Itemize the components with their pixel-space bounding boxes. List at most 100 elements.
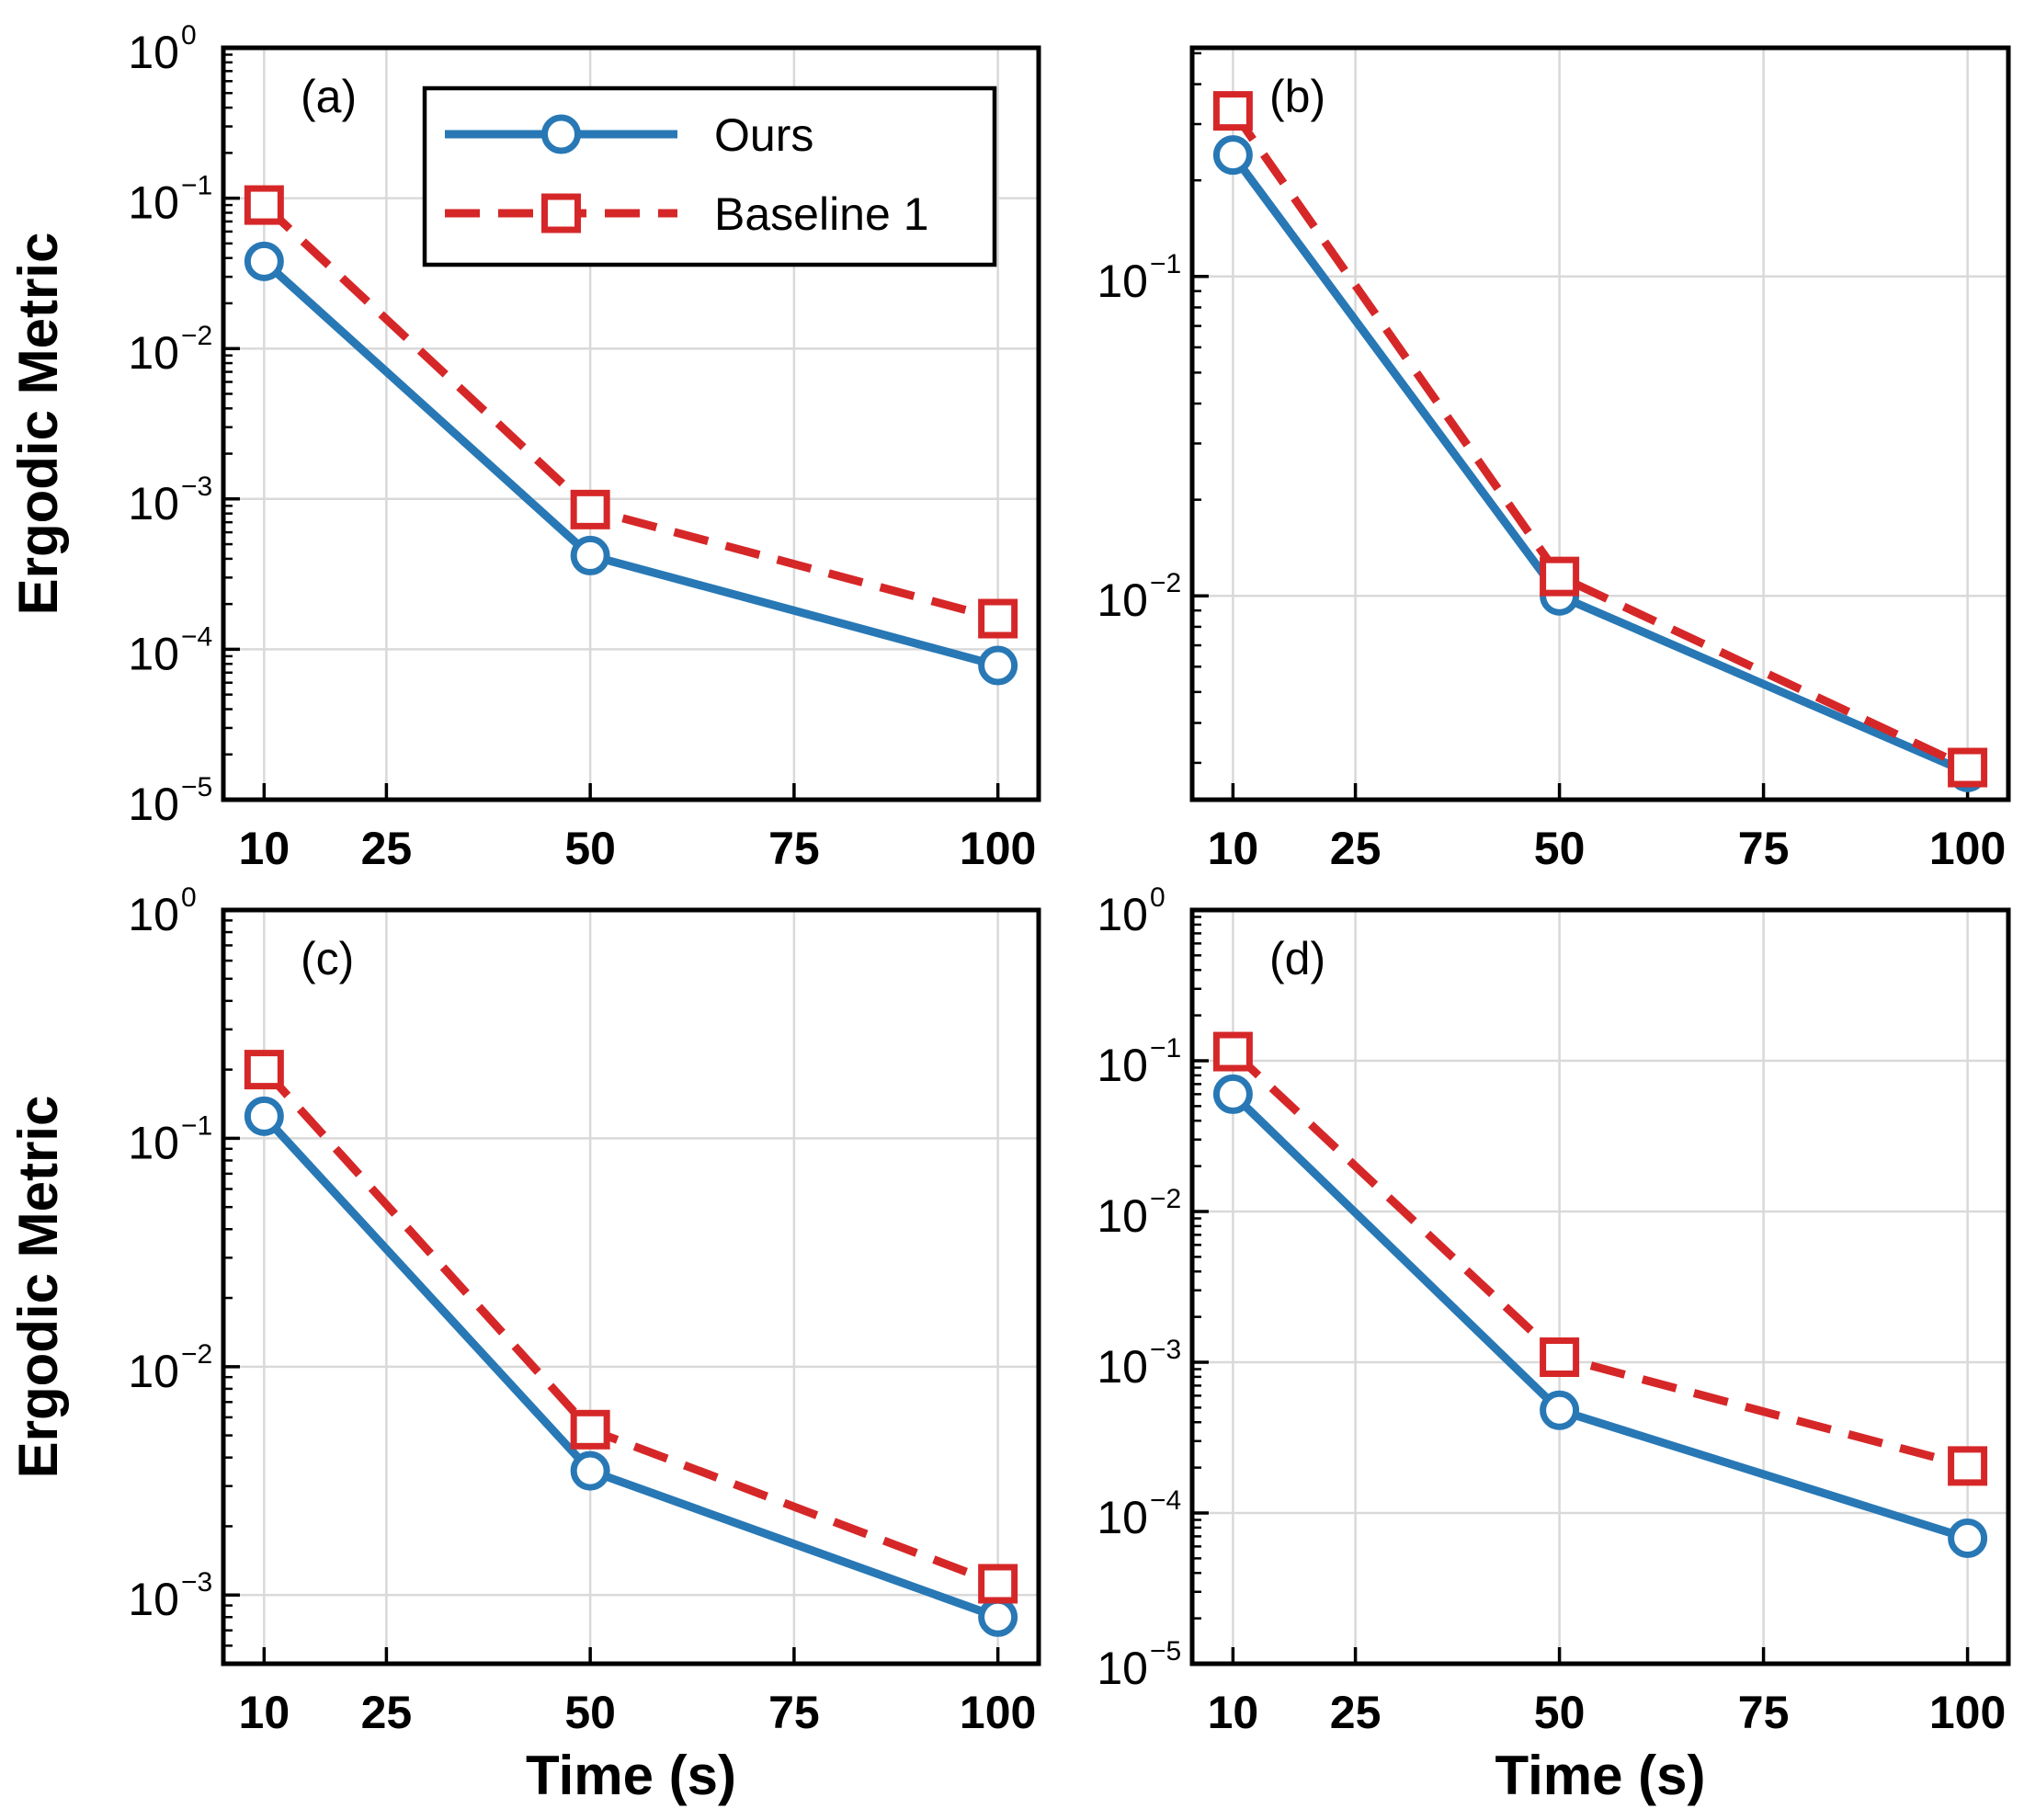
plot-frame [221, 907, 1041, 1666]
panel-label: (b) [1269, 71, 1325, 122]
x-tick-label: 75 [768, 1687, 820, 1738]
y-tick-label: 10 [128, 1117, 179, 1168]
y-axis-label: Ergodic Metric [7, 1096, 69, 1479]
panel-d: 10 010 −110 −210 −310 −410 −510 25 50 75 100(d)Tim… [1097, 882, 2011, 1806]
data-point-baseline [570, 1409, 610, 1450]
data-point-baseline [1212, 91, 1253, 131]
data-point-ours [978, 1597, 1018, 1637]
y-tick-label: 10 [1097, 574, 1148, 626]
legend-marker-circle [541, 114, 581, 154]
y-tick-exponent: −1 [181, 171, 212, 201]
data-point-ours [570, 1450, 610, 1491]
x-tick-label: 50 [564, 1687, 616, 1738]
y-tick-label: 10 [1097, 1492, 1148, 1543]
data-point-ours [244, 1096, 284, 1136]
x-tick-label: 100 [960, 823, 1036, 874]
y-tick-label: 10 [128, 889, 179, 940]
data-point-baseline [978, 1564, 1018, 1604]
panel-label: (a) [301, 71, 357, 122]
y-tick-exponent: −3 [181, 472, 212, 502]
y-tick-label: 10 [128, 177, 179, 229]
data-point-ours [978, 645, 1018, 686]
data-point-baseline [1212, 1031, 1253, 1072]
y-tick-label: 10 [128, 628, 179, 679]
data-point-baseline [1948, 747, 1988, 788]
data-point-baseline [244, 1050, 284, 1090]
y-tick-label: 10 [128, 478, 179, 529]
y-tick-label: 10 [128, 27, 179, 78]
y-tick-label: 10 [128, 779, 179, 830]
y-tick-exponent: −2 [181, 321, 212, 351]
y-axis-label: Ergodic Metric [7, 233, 69, 616]
data-point-baseline [1948, 1446, 1988, 1486]
y-tick-label: 10 [128, 327, 179, 379]
series-line-ours [261, 258, 999, 670]
y-tick-exponent: −1 [181, 1110, 212, 1141]
plot-frame [221, 45, 1041, 802]
y-tick-exponent: −5 [181, 772, 212, 802]
x-tick-label: 50 [1534, 1687, 1586, 1738]
panel-label: (c) [301, 933, 354, 984]
data-point-baseline [244, 185, 284, 225]
legend-label: Baseline 1 [714, 188, 929, 240]
x-tick-label: 25 [1330, 1687, 1382, 1738]
y-tick-label: 10 [1097, 889, 1148, 940]
x-tick-label: 25 [361, 1687, 413, 1738]
data-point-ours [1540, 1390, 1580, 1430]
legend-marker-square [541, 193, 581, 233]
y-tick-label: 10 [128, 1574, 179, 1625]
y-tick-exponent: −1 [1150, 249, 1181, 279]
legend: Ours Baseline 1 [422, 85, 997, 267]
data-point-ours [244, 241, 284, 281]
y-tick-exponent: −4 [1150, 1485, 1181, 1516]
x-tick-label: 25 [361, 823, 413, 874]
y-tick-exponent: 0 [1150, 882, 1166, 913]
data-point-ours [570, 535, 610, 575]
data-point-baseline [1540, 1337, 1580, 1378]
x-tick-label: 75 [768, 823, 820, 874]
series-line-baseline [261, 1066, 1000, 1588]
x-tick-label: 10 [239, 823, 290, 874]
y-tick-label: 10 [1097, 1190, 1148, 1242]
y-tick-exponent: −1 [1150, 1033, 1181, 1064]
series-line-ours [1230, 1091, 1969, 1542]
series-line-baseline [261, 201, 999, 623]
x-tick-label: 50 [1534, 823, 1586, 874]
series-line-baseline [1230, 1048, 1969, 1471]
y-tick-label: 10 [1097, 1040, 1148, 1091]
y-tick-label: 10 [128, 1346, 179, 1397]
panel-a: 10 010 −110 −210 −310 −410 −510 25 50 75 100(a)Erg… [7, 20, 1041, 874]
x-tick-label: 10 [1208, 1687, 1259, 1738]
x-tick-label: 100 [960, 1687, 1036, 1738]
data-point-ours [1212, 1074, 1253, 1114]
y-tick-exponent: −2 [1150, 568, 1181, 598]
series-line-ours [1229, 152, 1970, 777]
y-tick-label: 10 [1097, 256, 1148, 307]
x-axis-label: Time (s) [1495, 1745, 1706, 1806]
series-line-baseline [1229, 108, 1970, 772]
data-point-baseline [570, 489, 610, 529]
legend-label: Ours [714, 109, 813, 161]
x-tick-label: 75 [1738, 1687, 1790, 1738]
plot-frame [1189, 907, 2011, 1666]
y-tick-exponent: 0 [181, 20, 197, 51]
y-tick-exponent: −2 [1150, 1184, 1181, 1214]
panel-b: 10 −110 −210 25 50 75 100(b) [1097, 45, 2011, 874]
x-tick-label: 100 [1929, 1687, 2006, 1738]
data-point-baseline [1540, 556, 1580, 597]
x-tick-label: 10 [1208, 823, 1259, 874]
y-tick-exponent: −5 [1150, 1636, 1181, 1666]
x-tick-label: 50 [564, 823, 616, 874]
x-tick-label: 100 [1929, 823, 2006, 874]
y-tick-exponent: −3 [181, 1567, 212, 1598]
x-tick-label: 10 [239, 1687, 290, 1738]
data-point-ours [1948, 1518, 1988, 1558]
legend-box [422, 85, 997, 267]
panel-c: 10 010 −110 −210 −310 25 50 75 100(c)Ergodic Met… [7, 882, 1041, 1806]
y-tick-exponent: −2 [181, 1339, 212, 1370]
y-tick-exponent: 0 [181, 882, 197, 913]
data-point-ours [1212, 135, 1253, 176]
panel-label: (d) [1269, 933, 1325, 984]
x-axis-label: Time (s) [526, 1745, 736, 1806]
